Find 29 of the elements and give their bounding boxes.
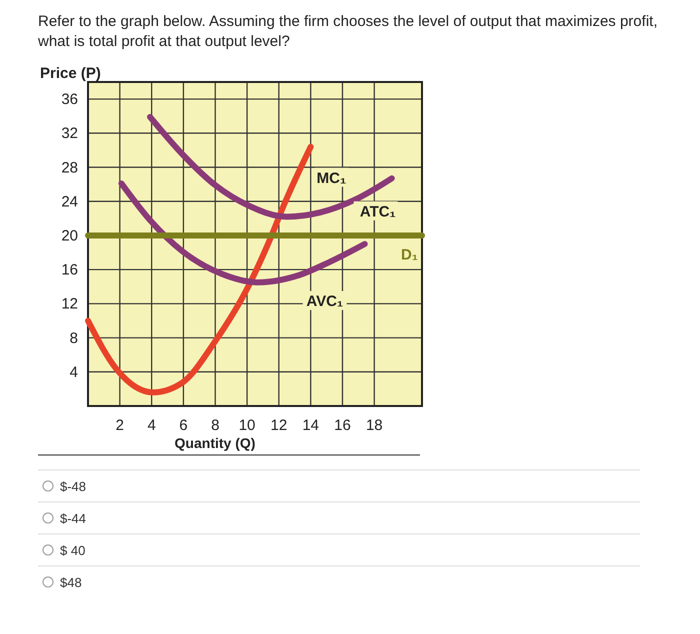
y-tick-label: 8 [70,330,78,347]
x-tick-label: 12 [270,417,288,434]
x-tick-label: 16 [334,417,351,434]
x-tick-label: 10 [238,417,256,434]
text: $48 [60,575,82,590]
x-tick-label: 18 [366,417,383,434]
y-tick-label: 4 [70,364,78,381]
y-tick-label: 36 [61,91,78,108]
text: $-44 [60,511,86,526]
y-axis-title: Price (P) [40,65,101,82]
text: $ 40 [60,543,86,558]
series-label: AVC₁ [306,293,344,310]
x-tick-label: 8 [211,417,220,434]
series-label: D₁ [400,246,418,264]
series-label: MC₁ [316,170,346,187]
y-tick-label: 28 [61,159,78,176]
x-tick-label: 6 [179,417,188,434]
series-label: ATC₁ [360,203,396,220]
y-tick-label: 16 [61,262,78,279]
x-tick-label: 2 [116,417,124,434]
y-tick-label: 24 [61,193,78,210]
text: $-48 [60,479,86,494]
chart-title: Refer to the graph below. Assuming the firm chooses the level of output that maximizes profit, what is total profit at that output level? [38,12,658,52]
y-tick-label: 12 [61,296,78,313]
x-axis-title: Quantity (Q) [174,435,256,451]
x-tick-label: 4 [147,417,156,434]
y-tick-label: 32 [61,125,78,142]
x-tick-label: 14 [302,417,320,434]
y-tick-label: 20 [61,227,78,244]
